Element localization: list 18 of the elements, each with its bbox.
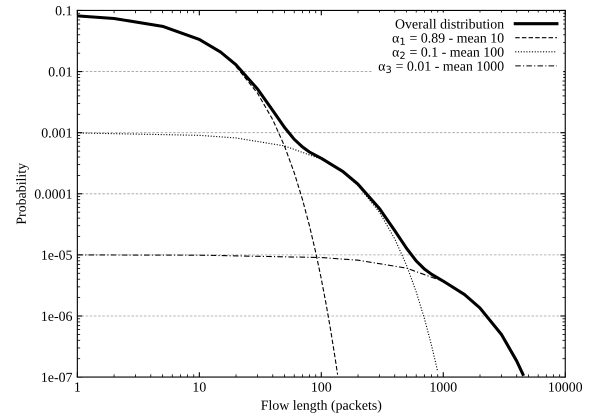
y-tick-label: 1e-05 [42,250,72,260]
x-axis-title: Flow length (packets) [261,400,382,413]
y-tick-label: 1e-07 [42,372,72,382]
x-tick-label: 1000 [430,382,457,392]
y-tick-label: 1e-06 [42,312,72,321]
y-tick-label: 0.0001 [34,189,72,199]
y-tick-label: 0.001 [42,128,72,138]
x-tick-label: 10000 [549,382,582,392]
x-tick-label: 100 [312,382,332,392]
x-tick-label: 10 [194,382,206,392]
legend-label: α$_{2}$ = 0.1 - mean 100 [392,47,504,59]
x-tick-label: 1 [75,382,80,392]
legend-label: α$_{3}$ = 0.01 - mean 1000 [378,61,504,74]
y-tick-label: 0.01 [48,67,72,77]
legend-label: Overall distribution [396,18,504,29]
legend-label: α$_{1}$ = 0.89 - mean 10 [392,33,504,45]
y-tick-label: 0.1 [56,6,72,16]
y-axis-title: Probability [16,162,29,224]
